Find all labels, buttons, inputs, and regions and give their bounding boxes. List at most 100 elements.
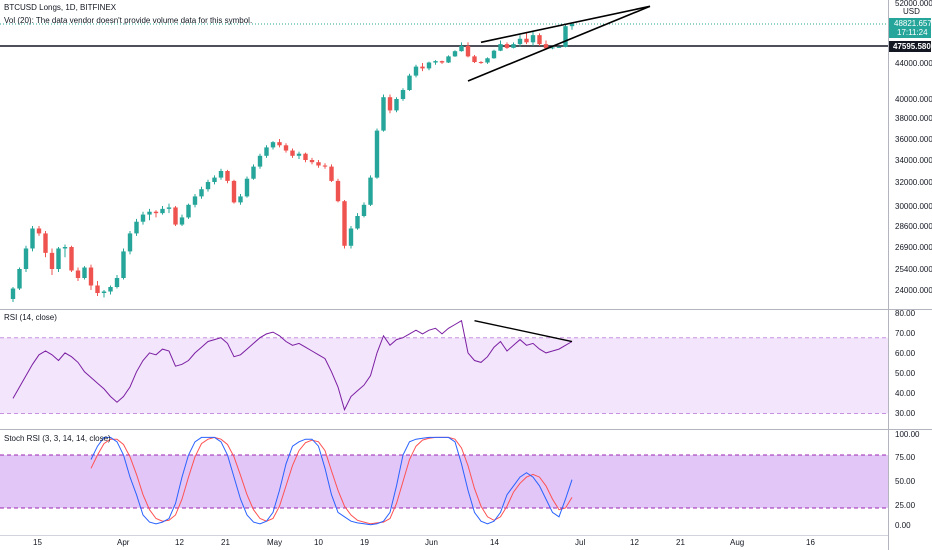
candle-body [472, 56, 477, 63]
candle-body [140, 214, 146, 222]
candle-body [563, 26, 568, 47]
time-axis[interactable]: 15 Apr 12 21 May 10 19 Jun 14 Jul 12 21 … [33, 538, 815, 547]
candle-body [550, 47, 555, 49]
price-scale[interactable]: 52000.0000 44000.0000 40000.0000 38000.0… [895, 0, 932, 295]
time-tick: 14 [490, 538, 499, 547]
rsi-scale[interactable]: 80.00 70.00 60.00 50.00 40.00 30.00 [895, 309, 916, 418]
last-price-badge: 48821.6570 17:11:24 [889, 18, 932, 38]
candle-body [283, 145, 289, 151]
candle-body [30, 228, 35, 249]
candle-body [413, 66, 419, 76]
candle-body [355, 216, 360, 229]
candle-body [251, 166, 256, 179]
candle-body [400, 90, 406, 99]
candle-body [192, 196, 198, 205]
wedge-trendline[interactable] [467, 5, 651, 82]
candle-body [459, 45, 464, 52]
candle-body [147, 211, 152, 215]
rsi-tick: 70.00 [895, 329, 916, 338]
rsi-band [0, 337, 888, 414]
level-price-value: 47595.5801 [893, 42, 932, 51]
time-tick: 19 [360, 538, 369, 547]
candle-body [569, 23, 575, 27]
stoch-scale[interactable]: 100.00 75.00 50.00 25.00 0.00 [895, 430, 920, 530]
wedge-drawing[interactable] [467, 5, 651, 82]
price-tick: 34000.0000 [895, 156, 932, 165]
candle-body [62, 247, 68, 249]
candle-body [264, 147, 269, 156]
candles-group [10, 22, 575, 302]
time-tick: 21 [676, 538, 685, 547]
candle-body [504, 44, 510, 48]
candle-body [543, 44, 549, 49]
candle-body [270, 142, 276, 148]
price-tick: 26900.0000 [895, 243, 932, 252]
wedge-trendline[interactable] [480, 5, 651, 44]
level-price-badge: 47595.5801 [889, 41, 932, 52]
candle-body [316, 162, 321, 166]
candle-body [426, 62, 432, 69]
candle-body [231, 180, 237, 203]
time-tick: 21 [221, 538, 230, 547]
candle-body [88, 267, 94, 286]
price-tick: 52000.0000 [895, 0, 932, 8]
candle-body [69, 247, 74, 271]
candle-body [296, 153, 302, 156]
rsi-tick: 80.00 [895, 309, 916, 318]
candle-body [186, 204, 191, 218]
price-tick: 32000.0000 [895, 178, 932, 187]
candle-body [452, 51, 458, 57]
candle-body [537, 35, 542, 45]
time-tick: 12 [630, 538, 639, 547]
candle-body [446, 56, 451, 63]
candle-body [17, 269, 22, 289]
candle-body [127, 233, 133, 252]
last-price-value: 48821.6570 [894, 19, 932, 28]
candle-body [361, 204, 367, 216]
stoch-legend[interactable]: Stoch RSI (3, 3, 14, 14, close) [4, 434, 111, 443]
candle-body [101, 291, 107, 293]
time-tick: Jul [575, 538, 585, 547]
candle-body [420, 66, 425, 69]
candle-body [277, 142, 282, 146]
candle-body [394, 99, 399, 111]
candle-body [290, 150, 295, 156]
rsi-legend[interactable]: RSI (14, close) [4, 313, 57, 322]
stoch-tick: 0.00 [895, 521, 911, 530]
stoch-tick: 50.00 [895, 477, 916, 486]
rsi-trendline[interactable] [474, 319, 573, 343]
time-tick: Aug [730, 538, 744, 547]
price-tick: 44000.0000 [895, 59, 932, 68]
candle-body [238, 196, 243, 203]
rsi-tick: 30.00 [895, 409, 916, 418]
time-tick: 10 [314, 538, 323, 547]
price-tick: 28600.0000 [895, 222, 932, 231]
symbol-title[interactable]: BTCUSD Longs, 1D, BITFINEX [4, 3, 117, 12]
candle-body [160, 208, 165, 214]
candle-body [212, 177, 217, 182]
time-tick: 12 [175, 538, 184, 547]
candle-body [322, 165, 328, 167]
candle-body [517, 38, 523, 45]
price-tick: 30000.0000 [895, 202, 932, 211]
candle-body [257, 155, 263, 167]
candle-body [56, 248, 61, 269]
stoch-k-line [90, 436, 573, 526]
time-tick: 15 [33, 538, 42, 547]
candle-body [524, 38, 529, 43]
candle-body [114, 278, 120, 287]
candle-body [95, 285, 100, 293]
candle-body [511, 44, 516, 48]
time-tick: Apr [117, 538, 130, 547]
candle-body [368, 177, 373, 205]
level-badge-bg [889, 41, 931, 52]
countdown-value: 17:11:24 [897, 28, 928, 37]
volume-legend[interactable]: Vol (20): The data vendor doesn't provid… [4, 16, 253, 25]
candle-body [10, 288, 16, 299]
candle-body [498, 44, 503, 51]
candle-body [244, 178, 250, 197]
rsi-tick: 50.00 [895, 369, 916, 378]
time-tick: Jun [425, 538, 438, 547]
price-tick: 36000.0000 [895, 135, 932, 144]
